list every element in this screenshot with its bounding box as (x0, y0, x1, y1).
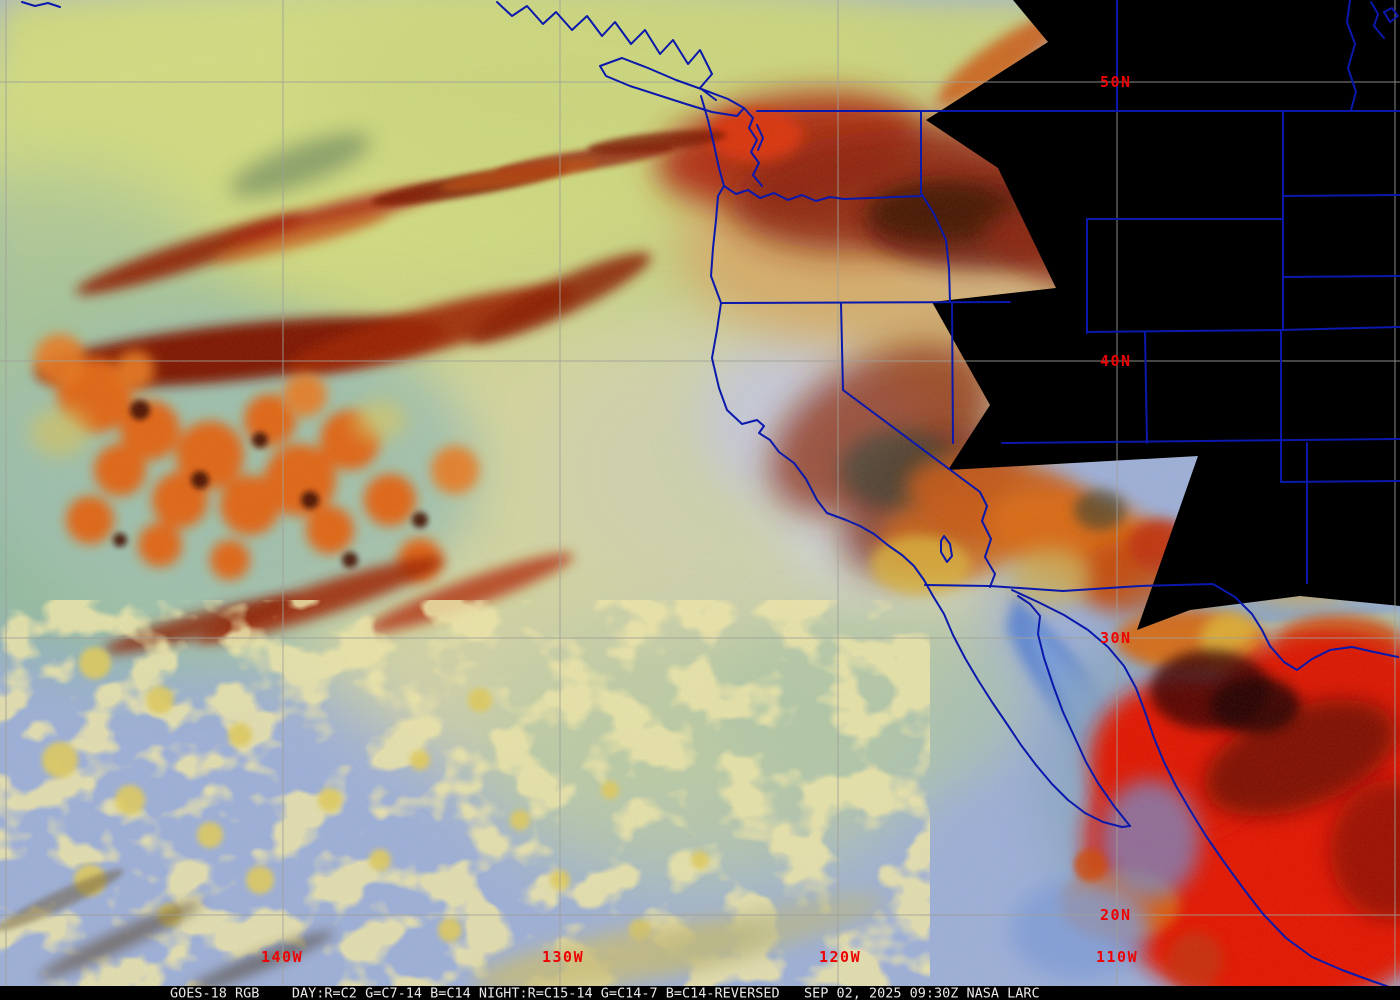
border-overlay (21, 0, 1400, 991)
status-bar-text: GOES-18 RGB DAY:R=C2 G=C7-14 B=C14 NIGHT… (170, 986, 1040, 1000)
coordinate-labels: 50N 40N 30N 20N 140W 130W 120W 110W (261, 73, 1138, 966)
pacific-coastline (700, 95, 1131, 828)
status-bar-background (0, 986, 1400, 1000)
mainland-gulf-coast (1011, 589, 1399, 991)
sk-mb-border (1346, 0, 1357, 111)
coast-fragment-nw (21, 1, 61, 8)
wa-or-border (723, 185, 923, 202)
vancouver-island (599, 57, 745, 117)
bc-coast-fjords (496, 1, 717, 101)
mt-nd-sd-borders (1282, 111, 1400, 331)
border-42n (720, 301, 1011, 304)
lon-label-120w: 120W (819, 948, 861, 966)
ut-co-border (1144, 331, 1148, 444)
lat-label-40n: 40N (1100, 352, 1132, 370)
lon-label-140w: 140W (261, 948, 303, 966)
baja-east-coast (1017, 595, 1131, 827)
lat-label-50n: 50N (1100, 73, 1132, 91)
lake-winnipeg (1370, 1, 1399, 39)
lat-label-30n: 30N (1100, 629, 1132, 647)
puget-sound (743, 107, 764, 187)
us-mexico-border (924, 583, 1399, 671)
lon-label-130w: 130W (542, 948, 584, 966)
status-bar: GOES-18 RGB DAY:R=C2 G=C7-14 B=C14 NIGHT… (0, 986, 1400, 1000)
lon-label-110w: 110W (1096, 948, 1138, 966)
lat-label-20n: 20N (1100, 906, 1132, 924)
nv-ut-border (951, 302, 954, 444)
border-37n (1001, 438, 1400, 444)
co-ks-borders (1280, 329, 1400, 483)
ca-nv-border (840, 302, 996, 588)
idaho-west-border (920, 110, 951, 303)
salton-sea (940, 535, 953, 563)
